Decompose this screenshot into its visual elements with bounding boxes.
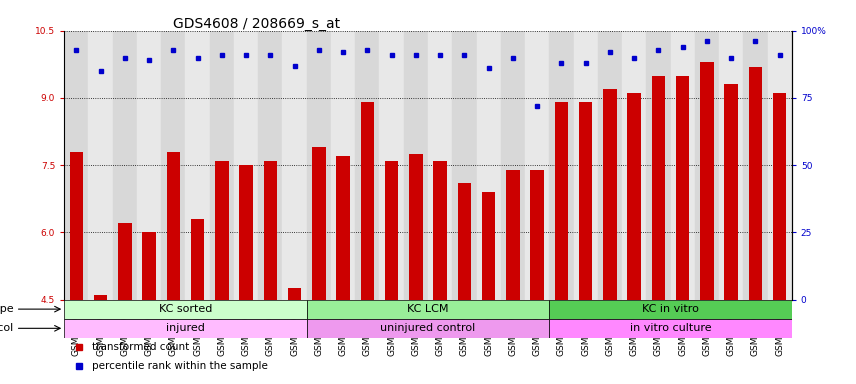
Bar (360, 103, 374, 300)
Bar (555, 103, 568, 300)
Bar (574, 31, 597, 300)
Bar (282, 31, 306, 300)
Bar (404, 31, 428, 300)
Bar (336, 156, 350, 300)
Bar (161, 31, 186, 300)
Bar (88, 31, 113, 300)
Bar (113, 31, 137, 300)
Text: percentile rank within the sample: percentile rank within the sample (92, 361, 268, 371)
Text: cell type: cell type (0, 304, 14, 314)
Bar (355, 31, 379, 300)
Bar (724, 84, 738, 300)
Text: transformed count: transformed count (92, 341, 189, 352)
Text: uninjured control: uninjured control (380, 323, 476, 333)
Bar (428, 31, 452, 300)
Bar (118, 223, 132, 300)
Bar (482, 192, 496, 300)
Bar (622, 31, 646, 300)
Bar (264, 161, 277, 300)
Bar (69, 152, 83, 300)
Bar (64, 31, 88, 300)
Bar (379, 31, 404, 300)
Bar (409, 154, 423, 300)
Text: GDS4608 / 208669_s_at: GDS4608 / 208669_s_at (173, 17, 341, 31)
Bar (458, 183, 471, 300)
Bar (550, 31, 574, 300)
Bar (550, 319, 792, 338)
Bar (501, 31, 525, 300)
Bar (550, 300, 792, 319)
Text: in vitro culture: in vitro culture (630, 323, 711, 333)
Bar (64, 319, 306, 338)
Bar (259, 31, 282, 300)
Bar (719, 31, 743, 300)
Bar (288, 288, 301, 300)
Bar (651, 76, 665, 300)
Bar (773, 93, 787, 300)
Bar (597, 31, 622, 300)
Bar (579, 103, 592, 300)
Bar (506, 170, 520, 300)
Bar (234, 31, 259, 300)
Bar (477, 31, 501, 300)
Bar (306, 300, 550, 319)
Bar (700, 62, 714, 300)
Bar (525, 31, 550, 300)
Bar (312, 147, 325, 300)
Bar (743, 31, 768, 300)
Bar (142, 232, 156, 300)
Bar (385, 161, 398, 300)
Bar (186, 31, 210, 300)
Bar (670, 31, 695, 300)
Text: KC sorted: KC sorted (158, 304, 212, 314)
Text: KC in vitro: KC in vitro (642, 304, 699, 314)
Text: KC LCM: KC LCM (407, 304, 449, 314)
Bar (331, 31, 355, 300)
Bar (627, 93, 641, 300)
Bar (64, 300, 306, 319)
Text: injured: injured (166, 323, 205, 333)
Bar (306, 31, 331, 300)
Bar (240, 165, 253, 300)
Bar (452, 31, 477, 300)
Bar (768, 31, 792, 300)
Bar (137, 31, 161, 300)
Bar (603, 89, 616, 300)
Bar (210, 31, 234, 300)
Bar (215, 161, 229, 300)
Bar (94, 295, 107, 300)
Bar (646, 31, 670, 300)
Bar (191, 219, 205, 300)
Bar (749, 66, 762, 300)
Bar (695, 31, 719, 300)
Bar (531, 170, 544, 300)
Bar (433, 161, 447, 300)
Bar (306, 319, 550, 338)
Bar (167, 152, 180, 300)
Bar (676, 76, 689, 300)
Text: protocol: protocol (0, 323, 14, 333)
